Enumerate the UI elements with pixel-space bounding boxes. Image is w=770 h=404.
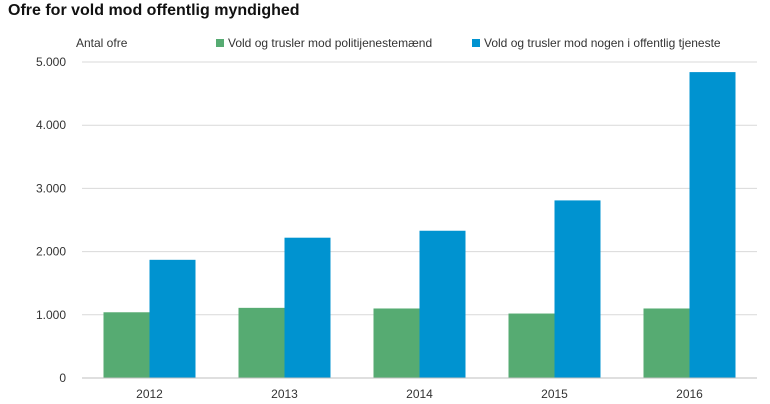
- y-tick-label: 2.000: [36, 245, 66, 259]
- bar-public-service-2014: [419, 230, 466, 378]
- legend-label: Vold og trusler mod nogen i offentlig tj…: [484, 36, 721, 50]
- bar-public-service-2012: [149, 259, 196, 378]
- bar-police-2013: [238, 307, 285, 378]
- x-tick-label: 2014: [406, 387, 433, 401]
- y-tick-label: 1.000: [36, 308, 66, 322]
- legend-swatch: [472, 39, 480, 47]
- chart-title: Ofre for vold mod offentlig myndighed: [8, 2, 300, 19]
- bar-police-2014: [373, 308, 420, 378]
- legend-label: Vold og trusler mod politijenestemænd: [228, 36, 432, 50]
- y-tick-label: 3.000: [36, 181, 66, 195]
- x-tick-label: 2012: [136, 387, 163, 401]
- y-tick-label: 4.000: [36, 118, 66, 132]
- bar-public-service-2013: [284, 237, 331, 378]
- y-tick-label: 5.000: [36, 55, 66, 69]
- legend-swatch: [216, 39, 224, 47]
- bar-police-2015: [508, 313, 555, 378]
- bar-police-2016: [643, 308, 690, 378]
- y-axis-label: Antal ofre: [76, 36, 128, 50]
- x-tick-label: 2016: [676, 387, 703, 401]
- bar-public-service-2016: [689, 72, 736, 378]
- bar-public-service-2015: [554, 200, 601, 378]
- x-tick-label: 2013: [271, 387, 298, 401]
- y-tick-label: 0: [59, 371, 66, 385]
- x-tick-label: 2015: [541, 387, 568, 401]
- bar-police-2012: [103, 312, 150, 378]
